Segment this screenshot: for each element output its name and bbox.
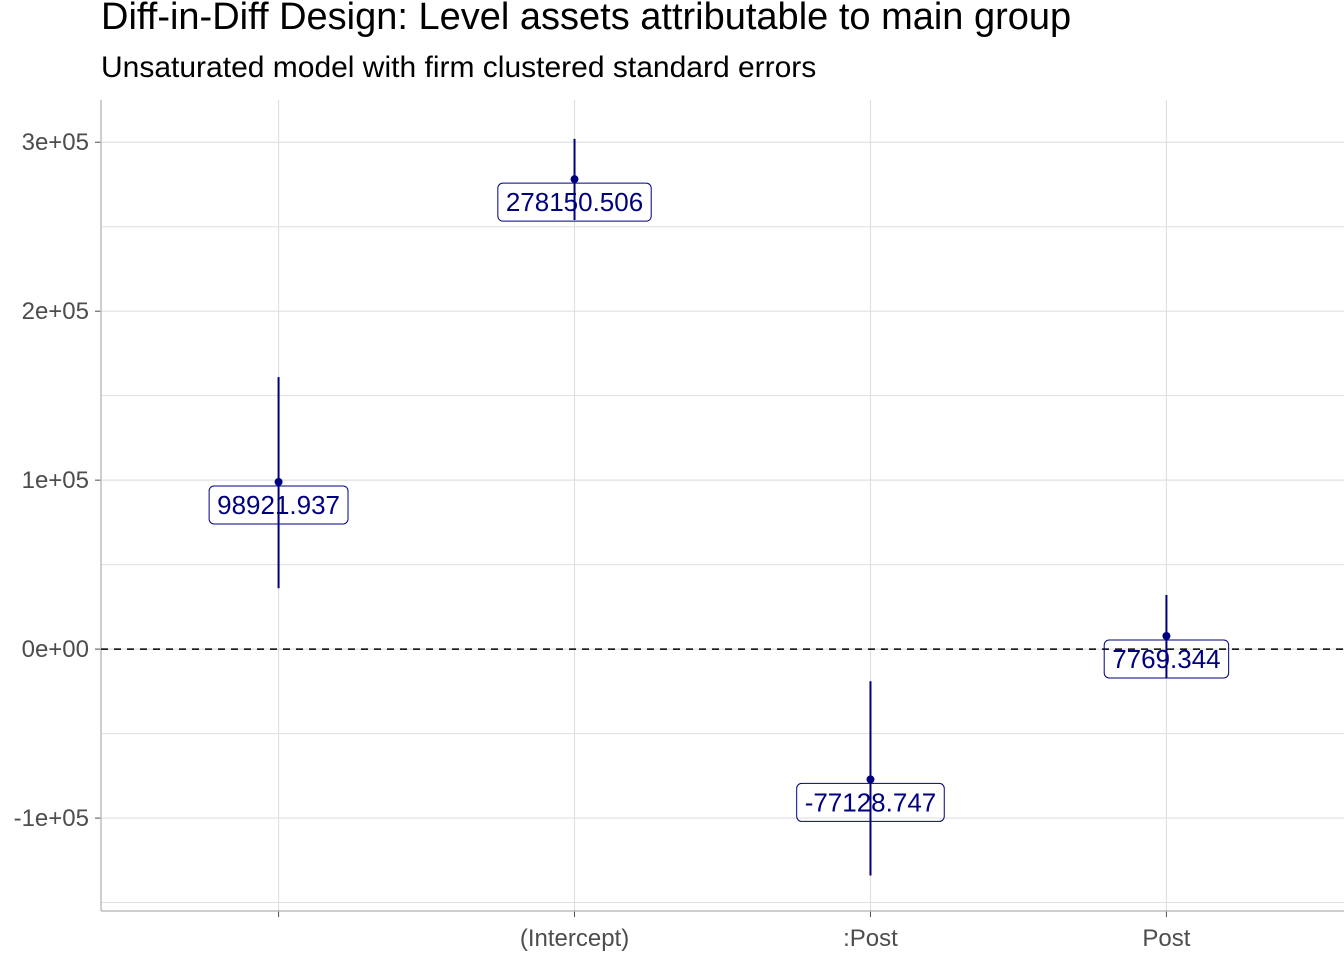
axes: -1e+05 0e+00 1e+05 2e+05 3e+05 (Intercept) :Po… [14, 100, 1344, 952]
x-tick-label: (Intercept) [520, 925, 629, 952]
data-marks: 98921.937 278150.506 -77128.747 7769.344 [101, 138, 1344, 876]
estimate-label-box [497, 182, 652, 222]
estimate-label: 278150.506 [506, 187, 643, 217]
estimate-point [1162, 631, 1171, 640]
x-tick-label: :Post [843, 925, 898, 952]
estimate-label-box [1103, 639, 1230, 679]
estimate-label-box [208, 485, 349, 525]
estimate-point [274, 477, 283, 486]
estimate-label: 98921.937 [217, 490, 340, 520]
x-tick-label: Post [1142, 925, 1190, 952]
estimate-label: 7769.344 [1112, 644, 1220, 674]
estimate-point [866, 775, 875, 784]
estimate-point [570, 175, 579, 184]
y-tick-label: 3e+05 [22, 129, 89, 156]
y-tick-label: 0e+00 [22, 636, 89, 663]
y-tick-label: -1e+05 [14, 805, 89, 832]
chart-title: Diff-in-Diff Design: Level assets attrib… [101, 0, 1072, 38]
estimate-label-box [796, 782, 945, 822]
estimate-label: -77128.747 [805, 787, 937, 817]
y-tick-label: 2e+05 [22, 298, 89, 325]
chart-subtitle: Unsaturated model with firm clustered st… [101, 51, 817, 84]
y-tick-label: 1e+05 [22, 467, 89, 494]
